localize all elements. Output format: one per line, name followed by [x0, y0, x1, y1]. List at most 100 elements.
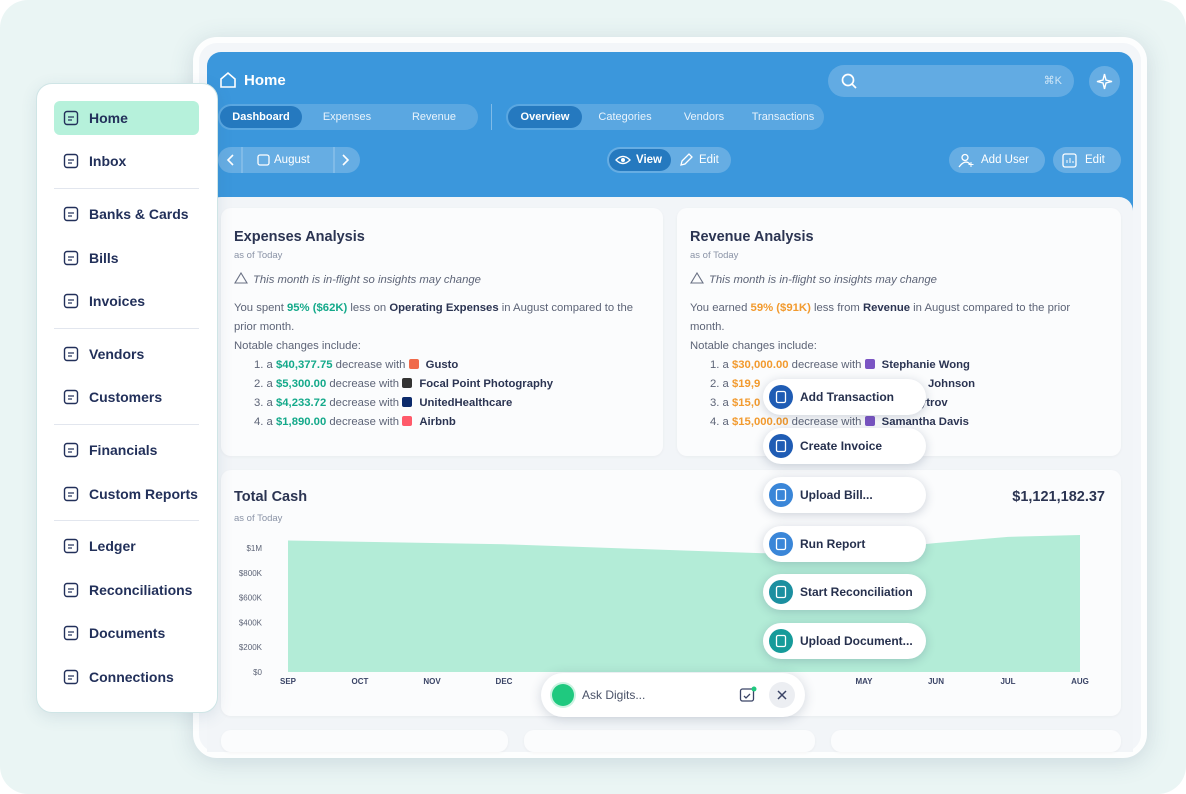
nav-label: Invoices: [89, 293, 146, 309]
layout-icon: [1062, 153, 1077, 168]
nav-divider: [54, 328, 199, 329]
bottom-card: [524, 730, 815, 752]
change-text: decrease with: [329, 397, 400, 409]
summary-lead: You spent: [234, 302, 284, 314]
quick-action-glyph: [775, 585, 787, 599]
quick-action-icon: [769, 580, 793, 604]
nav-item[interactable]: Documents: [54, 616, 199, 650]
search-box[interactable]: ⌘K: [828, 65, 1074, 97]
sparkle-button[interactable]: [1089, 66, 1120, 97]
card-title: Expenses Analysis: [234, 229, 365, 245]
assistant-bar[interactable]: Ask Digits...: [541, 673, 805, 717]
quick-action-icon: [769, 385, 793, 409]
bottom-card: [221, 730, 508, 752]
calendar-icon[interactable]: [739, 686, 757, 704]
nav-icon: [63, 153, 79, 169]
nav-label: Financials: [89, 442, 158, 458]
nav-icon: [63, 538, 79, 554]
quick-action[interactable]: Add Transaction: [763, 379, 926, 415]
add-user-button[interactable]: Add User: [949, 147, 1045, 173]
change-label: 4. a: [710, 416, 729, 428]
y-tick-label: $600K: [239, 594, 263, 603]
edit-button[interactable]: Edit: [699, 154, 719, 166]
close-icon: [777, 690, 787, 700]
nav-item[interactable]: Vendors: [54, 337, 199, 371]
x-tick-label: MAY: [855, 677, 873, 686]
page-title: Home: [244, 72, 286, 89]
nav-item[interactable]: Connections: [54, 660, 199, 694]
nav-icon: [63, 110, 79, 126]
changes-heading: Notable changes include:: [234, 340, 361, 352]
summary-percent: 59%: [750, 302, 774, 314]
month-label: August: [274, 154, 310, 166]
nav-item[interactable]: Reconciliations: [54, 573, 199, 607]
quick-action[interactable]: Create Invoice: [763, 428, 926, 464]
nav-item[interactable]: Inbox: [54, 144, 199, 178]
tab[interactable]: Categories: [598, 111, 652, 123]
edit-layout-button[interactable]: Edit: [1053, 147, 1121, 173]
summary-amount: ($62K): [312, 302, 348, 314]
change-text: decrease with: [329, 416, 400, 428]
nav-item[interactable]: Custom Reports: [54, 477, 199, 511]
nav-item[interactable]: Customers: [54, 380, 199, 414]
tab[interactable]: Revenue: [411, 111, 457, 123]
quick-action[interactable]: Upload Bill...: [763, 477, 926, 513]
quick-action-label: Upload Bill...: [800, 488, 873, 502]
summary-category: Revenue: [862, 302, 911, 314]
nav-icon: [63, 625, 79, 641]
change-name: Johnson: [928, 378, 976, 390]
summary: You earned 59% ($91K) less from Revenue …: [690, 299, 1105, 337]
tab[interactable]: Vendors: [683, 111, 725, 123]
nav-item[interactable]: Invoices: [54, 284, 199, 318]
nav-divider: [54, 188, 199, 189]
change-item: 1. a $40,377.75 decrease with Gusto: [234, 356, 654, 375]
month-picker-icons: [226, 147, 350, 173]
notice-text: This month is in-flight so insights may …: [709, 274, 937, 286]
nav-divider: [54, 520, 199, 521]
summary-lead: You earned: [690, 302, 748, 314]
quick-action-icon: [769, 629, 793, 653]
x-tick-label: DEC: [496, 677, 513, 686]
nav-item[interactable]: Home: [54, 101, 199, 135]
nav-item[interactable]: Ledger: [54, 529, 199, 563]
summary-middle: less from: [813, 302, 860, 314]
change-amount: $1,890.00: [275, 416, 327, 428]
change-label: 1. a: [710, 359, 729, 371]
summary-category: Operating Expenses: [389, 302, 499, 314]
change-logo: [402, 378, 413, 388]
tab[interactable]: Dashboard: [220, 106, 302, 128]
nav-item[interactable]: Financials: [54, 433, 199, 467]
quick-action-icon: [769, 434, 793, 458]
view-button[interactable]: View: [636, 154, 662, 166]
x-tick-label: JUL: [1000, 677, 1015, 686]
quick-action[interactable]: Upload Document...: [763, 623, 926, 659]
tab[interactable]: Expenses: [322, 111, 372, 123]
change-amount: $40,377.75: [275, 359, 333, 371]
y-tick-label: $0: [253, 668, 262, 677]
tab[interactable]: Overview: [508, 106, 582, 128]
month-picker[interactable]: August: [218, 147, 360, 173]
quick-action[interactable]: Start Reconciliation: [763, 574, 926, 610]
search-shortcut: ⌘K: [1043, 75, 1062, 87]
nav-icon: [63, 250, 79, 266]
nav-icon: [63, 442, 79, 458]
summary-middle: less on: [350, 302, 387, 314]
close-button[interactable]: [769, 682, 795, 708]
nav-item[interactable]: Banks & Cards: [54, 197, 199, 231]
summary-percent: 95%: [286, 302, 310, 314]
assistant-input[interactable]: Ask Digits...: [582, 688, 646, 702]
nav-label: Home: [89, 110, 128, 126]
view-active: [609, 149, 671, 171]
warning-icon: [690, 271, 704, 284]
change-logo: [402, 416, 413, 426]
change-text: decrease with: [335, 359, 406, 371]
nav-label: Vendors: [89, 346, 145, 362]
quick-action[interactable]: Run Report: [763, 526, 926, 562]
add-user-label: Add User: [981, 154, 1029, 166]
current-balance: $1,121,182.37: [1012, 489, 1105, 505]
change-name: Gusto: [425, 359, 459, 371]
change-amount: $5,300.00: [275, 378, 327, 390]
tab[interactable]: Transactions: [751, 111, 815, 123]
changes: Notable changes include: 1. a $40,377.75 …: [234, 337, 654, 432]
nav-item[interactable]: Bills: [54, 241, 199, 275]
